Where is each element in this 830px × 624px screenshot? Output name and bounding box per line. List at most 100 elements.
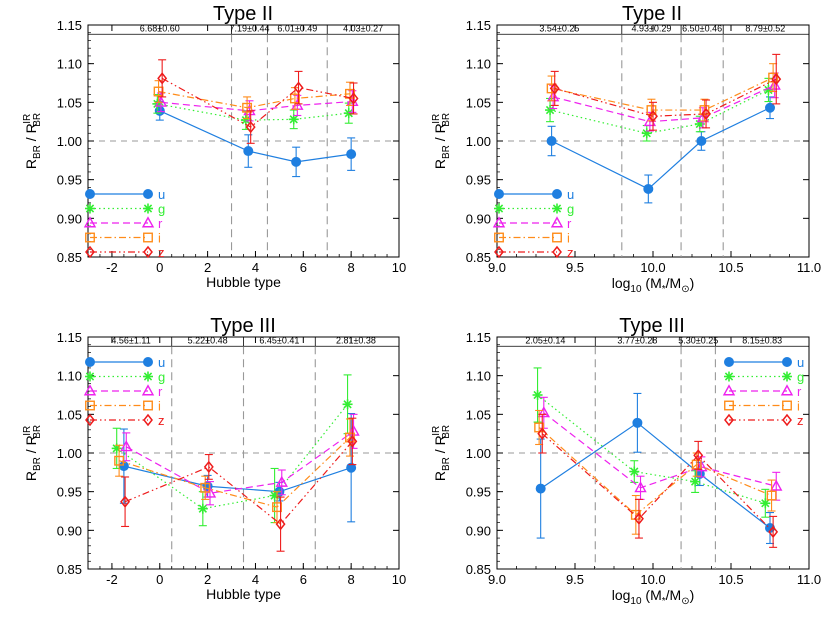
asterisk-stroke [724, 372, 734, 381]
y-tick-label: 1.15 [466, 330, 491, 345]
x-tick-label: -2 [106, 260, 118, 275]
marker-diamond [348, 92, 359, 105]
y-tick-label: 1.05 [57, 95, 82, 110]
marker-circle [552, 189, 562, 199]
x-tick-label: 9.0 [488, 572, 506, 587]
legend-label: r [158, 384, 163, 399]
y-tick-label: 1.15 [57, 18, 82, 33]
marker-circle [546, 136, 557, 146]
axis-label-part: BR [441, 425, 452, 439]
series-g [111, 374, 353, 527]
x-tick-label: 9.5 [566, 572, 584, 587]
x-tick-label: 8 [348, 572, 355, 587]
axis-label-part: ⊙ [681, 284, 689, 295]
x-tick-label: 9.0 [488, 260, 506, 275]
legend-label: i [158, 399, 161, 414]
marker-asterisk [760, 498, 771, 509]
y-axis-label: RBR / RIRBR [22, 425, 43, 481]
marker-diamond [701, 107, 712, 121]
marker-diamond [771, 72, 782, 86]
y-tick-label: 1.00 [57, 446, 82, 461]
y-tick-label: 0.95 [57, 485, 82, 500]
marker-asterisk [343, 108, 354, 119]
bin-label: 4.93±0.29 [631, 24, 671, 34]
panel-type2-hubble: Type II 6.68±0.60 7.19±0.44 6.01±0.49 4.03±… [22, 3, 406, 290]
legend-label: g [567, 202, 574, 217]
series-line [161, 77, 354, 128]
x-tick-label: -2 [106, 572, 118, 587]
marker-square [114, 455, 125, 466]
marker-triangle [141, 384, 155, 396]
series-z [549, 53, 782, 131]
marker-asterisk [552, 203, 562, 214]
bin-label: 3.54±0.25 [539, 24, 579, 34]
bin-label: 2.81±0.38 [336, 336, 376, 346]
x-tick-label: 6 [300, 572, 307, 587]
marker-circle [632, 417, 643, 428]
y-axis-label: RBR / RIRBR [431, 113, 452, 169]
marker-asterisk [85, 203, 95, 214]
marker-triangle [780, 384, 794, 396]
marker-square [200, 482, 211, 493]
series-line [123, 465, 352, 493]
marker-circle [494, 189, 504, 199]
x-tick-label: 9.5 [566, 260, 584, 275]
marker-diamond [494, 245, 504, 259]
bin-label: 5.30±0.25 [678, 336, 718, 346]
marker-diamond [648, 110, 658, 123]
marker-circle [243, 146, 254, 157]
series-u [118, 413, 357, 523]
axis-label-part: log [612, 587, 631, 603]
marker-diamond [143, 413, 153, 427]
y-tick-label: 1.10 [57, 57, 82, 72]
asterisk-stroke [85, 372, 95, 381]
marker-diamond [552, 245, 562, 259]
panel-title: Type III [619, 315, 685, 337]
y-tick-label: 1.05 [57, 407, 82, 422]
marker-triangle [83, 216, 97, 228]
axis-label-part: 10 [630, 596, 642, 607]
y-tick-label: 1.10 [466, 57, 491, 72]
series-line [541, 433, 774, 533]
x-tick-label: 10.0 [640, 572, 665, 587]
marker-square [153, 86, 164, 97]
marker-circle [643, 183, 654, 194]
panel-title: Type II [213, 3, 273, 25]
axis-label-part: R [432, 159, 448, 169]
x-tick-label: 11.0 [797, 572, 821, 587]
marker-asterisk [143, 371, 153, 382]
legend-label: u [158, 355, 165, 370]
marker-diamond [347, 435, 358, 448]
marker-circle [291, 156, 302, 167]
marker-asterisk [240, 115, 251, 126]
axis-label-part: ⊙ [681, 596, 689, 607]
legend-label: i [797, 399, 800, 414]
axis-label-part: / R [23, 435, 39, 457]
series-line [551, 107, 771, 190]
x-tick-label: 10.5 [718, 260, 743, 275]
legend-label: r [567, 216, 572, 231]
series-i [534, 409, 777, 535]
legend-label: z [797, 413, 804, 428]
y-tick-label: 0.85 [466, 250, 491, 265]
marker-asterisk [143, 203, 153, 214]
panel-type2-mass: Type II 3.54±0.25 4.93±0.29 6.50±0.46 8.79±… [431, 3, 821, 295]
marker-square [782, 400, 792, 411]
marker-triangle [722, 384, 736, 396]
asterisk-stroke [533, 390, 542, 400]
series-u [154, 101, 357, 178]
y-tick-label: 0.90 [57, 523, 82, 538]
marker-square [552, 232, 562, 243]
axis-label-part: /M [666, 587, 682, 603]
y-tick-label: 1.05 [466, 95, 491, 110]
bin-label: 6.50±0.46 [682, 24, 722, 34]
x-tick-label: 6 [300, 260, 307, 275]
legend-label: g [158, 202, 165, 217]
series-u [546, 96, 775, 204]
marker-triangle [550, 216, 564, 228]
marker-triangle [768, 78, 781, 90]
marker-circle [143, 189, 153, 199]
x-axis-label: log10 (M*/M⊙) [612, 275, 695, 295]
marker-diamond [537, 427, 548, 440]
